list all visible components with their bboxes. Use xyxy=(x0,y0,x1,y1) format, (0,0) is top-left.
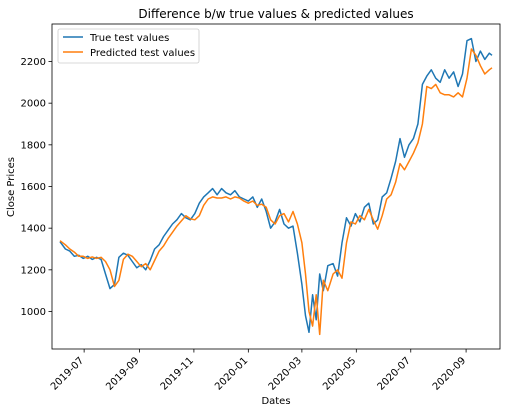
x-axis-label: Dates xyxy=(261,396,290,407)
legend-label-true: True test values xyxy=(89,33,169,44)
y-tick-label: 1400 xyxy=(21,224,46,235)
y-tick-label: 2000 xyxy=(21,99,46,110)
x-tick-label: 2020-07 xyxy=(376,355,413,392)
y-axis-ticks: 1000 1200 1400 1600 1800 2000 2200 xyxy=(21,57,52,318)
series-layer xyxy=(59,37,493,336)
series-line-predicted xyxy=(59,48,493,336)
y-tick-label: 1800 xyxy=(21,140,46,151)
x-tick-label: 2019-07 xyxy=(49,355,86,392)
y-axis-label: Close Prices xyxy=(6,157,17,217)
x-tick-label: 2020-01 xyxy=(213,355,250,392)
x-tick-label: 2019-11 xyxy=(159,355,196,392)
x-tick-label: 2020-03 xyxy=(267,355,304,392)
y-tick-label: 1000 xyxy=(21,307,46,318)
legend-label-predicted: Predicted test values xyxy=(90,48,195,59)
x-tick-label: 2020-09 xyxy=(431,355,468,392)
chart-title: Difference b/w true values & predicted v… xyxy=(138,7,413,21)
y-tick-label: 1200 xyxy=(21,265,46,276)
y-tick-label: 1600 xyxy=(21,182,46,193)
y-tick-label: 2200 xyxy=(21,57,46,68)
x-tick-label: 2020-05 xyxy=(321,355,358,392)
x-tick-label: 2019-09 xyxy=(104,355,141,392)
legend-box xyxy=(57,28,200,64)
x-axis-ticks: 2019-07 2019-09 2019-11 2020-01 2020-03 2020-… xyxy=(49,349,468,393)
series-line-true xyxy=(59,37,493,334)
legend: True test values Predicted test values xyxy=(57,28,200,64)
